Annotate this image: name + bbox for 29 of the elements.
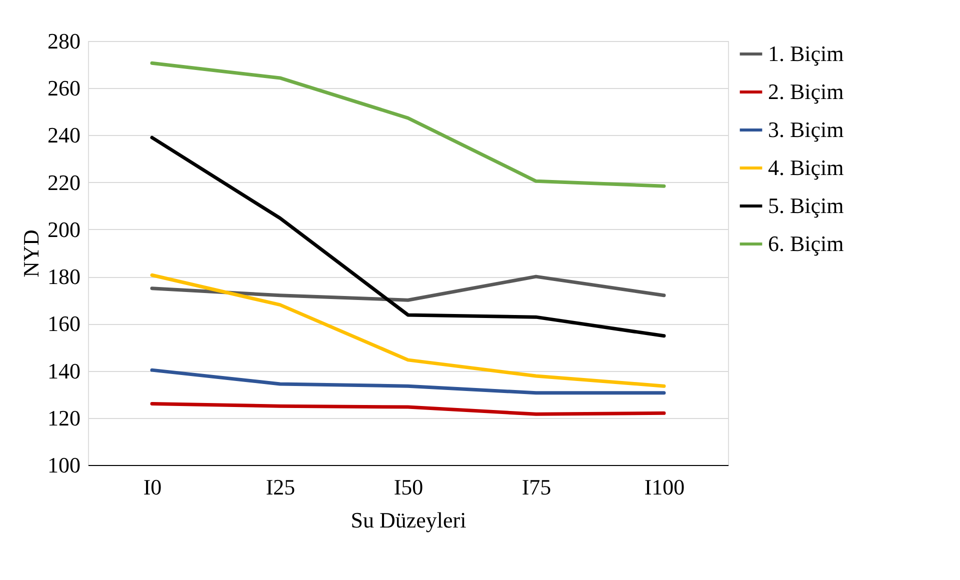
y-tick-label: 120 xyxy=(48,405,80,430)
x-tick-label: I0 xyxy=(143,474,162,500)
y-tick-label: 140 xyxy=(48,358,80,384)
legend-label: 2. Biçim xyxy=(768,79,844,104)
y-tick-label: 220 xyxy=(48,170,80,195)
legend-label: 1. Biçim xyxy=(768,41,844,66)
line-series xyxy=(150,136,666,338)
y-tick-label: 200 xyxy=(48,216,80,242)
legend-label: 5. Biçim xyxy=(768,193,844,218)
x-tick-label: I25 xyxy=(266,474,296,500)
y-tick-label: 160 xyxy=(48,311,80,336)
legend-label: 6. Biçim xyxy=(768,231,844,256)
line-series xyxy=(150,273,666,388)
x-tick-label: I100 xyxy=(644,474,685,500)
y-tick-label: 260 xyxy=(48,76,80,101)
line-series xyxy=(150,368,666,395)
legend-label: 4. Biçim xyxy=(768,155,844,180)
line-series xyxy=(150,61,666,188)
legend-label: 3. Biçim xyxy=(768,117,844,142)
y-tick-label: 280 xyxy=(48,28,80,54)
y-tick-label: 180 xyxy=(48,264,80,290)
y-tick-label: 240 xyxy=(48,122,80,148)
x-tick-label: I50 xyxy=(394,474,424,500)
x-tick-label: I75 xyxy=(522,474,552,500)
y-axis-title: NYD xyxy=(18,230,44,278)
line-series xyxy=(150,402,666,416)
x-axis-title: Su Düzeyleri xyxy=(350,508,466,532)
y-tick-label: 100 xyxy=(48,452,80,478)
line-series xyxy=(150,274,666,302)
